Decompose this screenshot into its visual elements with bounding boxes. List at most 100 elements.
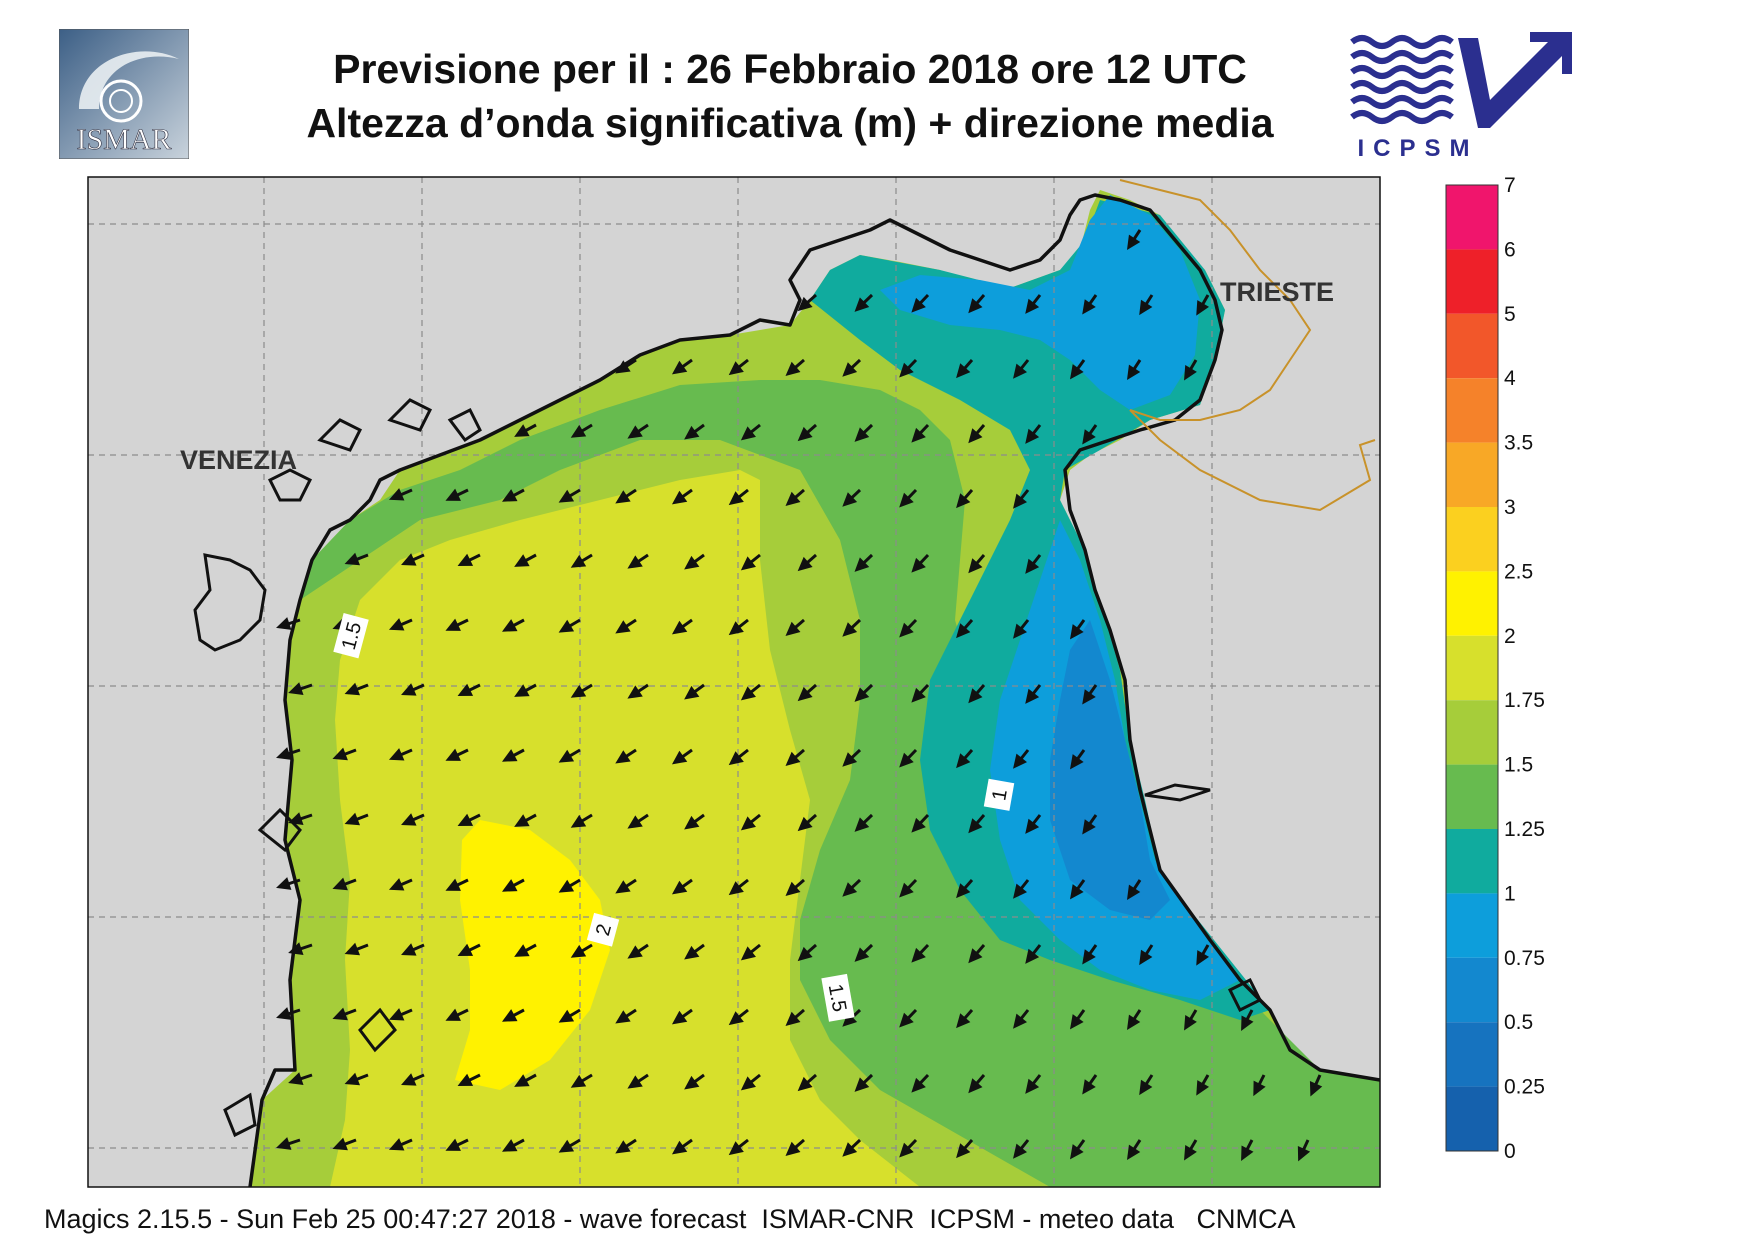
wave-arrow-head (1241, 1015, 1254, 1031)
legend-label: 0 (1504, 1140, 1516, 1163)
wave-arrow-head (797, 556, 813, 572)
wave-arrow-head (445, 488, 461, 501)
wave-arrow-head (344, 1072, 361, 1086)
wave-arrow-head (276, 617, 292, 630)
legend-label: 3.5 (1504, 432, 1533, 455)
wave-arrow-head (615, 880, 631, 894)
wave-arrow-head (956, 623, 971, 639)
wave-arrow-head (332, 1137, 348, 1151)
wave-arrow-head (445, 878, 461, 891)
lagoon-islands (193, 398, 1263, 1138)
wave-arrow-head (1196, 950, 1210, 966)
wave-arrow-head (332, 747, 348, 761)
wave-arrow-head (1013, 753, 1027, 769)
legend-swatch (1446, 378, 1498, 443)
wave-arrow-head (1184, 1145, 1197, 1161)
wave-arrow-head (1082, 1079, 1096, 1095)
wave-arrow-head (401, 553, 417, 566)
legend-swatch (1446, 700, 1498, 765)
wave-arrow-head (1025, 428, 1040, 444)
wave-arrow-head (570, 424, 587, 438)
wave-arrow-head (627, 1075, 643, 1089)
wave-arrow-head (1082, 299, 1096, 315)
wave-arrow-head (457, 943, 474, 956)
wave-arrow-head (558, 1009, 575, 1023)
band-0-75 (880, 195, 1200, 410)
band-0-5 (1050, 620, 1170, 920)
wave-arrow-head (899, 492, 914, 508)
wave-arrow-head (1139, 299, 1153, 316)
wave-arrow-head (899, 362, 914, 378)
wave-arrow-head (1126, 1144, 1141, 1160)
wave-arrow-head (854, 947, 870, 962)
wave-arrow-head (388, 1138, 405, 1151)
legend-label: 1.25 (1504, 818, 1545, 841)
wave-arrow-head (288, 682, 304, 695)
wave-arrow-head (558, 749, 575, 763)
wave-arrow-head (968, 688, 983, 704)
wave-arrow-head (854, 297, 870, 312)
wave-arrow-head (1013, 363, 1027, 379)
wave-arrow-head (842, 882, 858, 897)
wave-arrow-head (728, 361, 744, 376)
legend-label: 4 (1504, 367, 1516, 390)
wave-arrow-head (514, 944, 530, 957)
wave-arrow-head (288, 942, 304, 955)
wave-arrow-head (785, 1141, 801, 1156)
wave-arrow-head (684, 815, 700, 830)
legend-swatch (1446, 571, 1498, 636)
wave-arrow-head (899, 752, 914, 768)
coastline (248, 193, 1380, 1187)
icpsm-logo-text: ICPSM (1357, 135, 1478, 162)
graticule (88, 177, 1380, 1187)
wave-arrow-head (615, 1010, 631, 1024)
wave-arrow-head (401, 1073, 417, 1086)
wave-arrow-head (1025, 298, 1040, 314)
wave-arrow-head (797, 1076, 813, 1092)
legend-swatch (1446, 442, 1498, 507)
wave-arrow-head (570, 944, 587, 958)
wave-arrow-head (276, 1007, 292, 1020)
wave-arrow-head (911, 687, 926, 703)
wave-arrow-head (514, 684, 530, 697)
wave-arrow-head (740, 686, 756, 701)
wave-arrow-head (1309, 1081, 1323, 1097)
wave-arrow-head (1082, 949, 1096, 965)
wave-arrow-head (627, 815, 643, 829)
legend-swatch (1446, 249, 1498, 314)
wave-arrow-head (627, 425, 643, 439)
national-border (1119, 179, 1376, 512)
wave-arrow-head (627, 945, 643, 959)
wave-arrow-head (388, 488, 405, 501)
wave-arrow-head (740, 556, 756, 571)
wave-arrow-head (968, 948, 983, 964)
wave-arrow-head (1139, 949, 1153, 966)
color-legend: 7 6 5 4 3.5 3 2.5 2 1.75 1.5 1.25 1 0.75 0.5 0.25 0 (1445, 174, 1545, 1163)
wave-arrow-head (615, 750, 631, 764)
wave-arrow-head (854, 557, 870, 572)
wave-arrow-head (842, 752, 858, 767)
wave-arrow-head (968, 298, 983, 314)
wave-arrow-head (797, 816, 813, 832)
wave-arrow-head (968, 1078, 983, 1094)
wave-arrow-head (854, 427, 870, 442)
legend-label: 3 (1504, 496, 1516, 519)
wave-arrow-head (671, 490, 688, 505)
wave-arrow-head (388, 878, 405, 891)
wave-arrow-head (502, 749, 518, 762)
wave-arrow-head (728, 751, 744, 766)
wave-arrow-head (570, 684, 587, 698)
forecast-title: Previsione per il : 26 Febbraio 2018 ore… (333, 46, 1247, 92)
wave-arrow-head (1069, 884, 1084, 900)
wave-arrow-head (615, 1140, 631, 1154)
wave-arrow-head (457, 683, 474, 696)
wave-arrow-head (1082, 689, 1096, 705)
ismar-logo: ISMAR (59, 29, 189, 159)
wave-arrow-head (728, 881, 744, 896)
wave-arrow-head (558, 879, 575, 893)
contour-label-2: 2 (592, 922, 616, 938)
wave-arrow-head (1025, 1078, 1040, 1094)
wave-arrow-head (854, 817, 870, 832)
wave-arrow-head (344, 552, 361, 566)
